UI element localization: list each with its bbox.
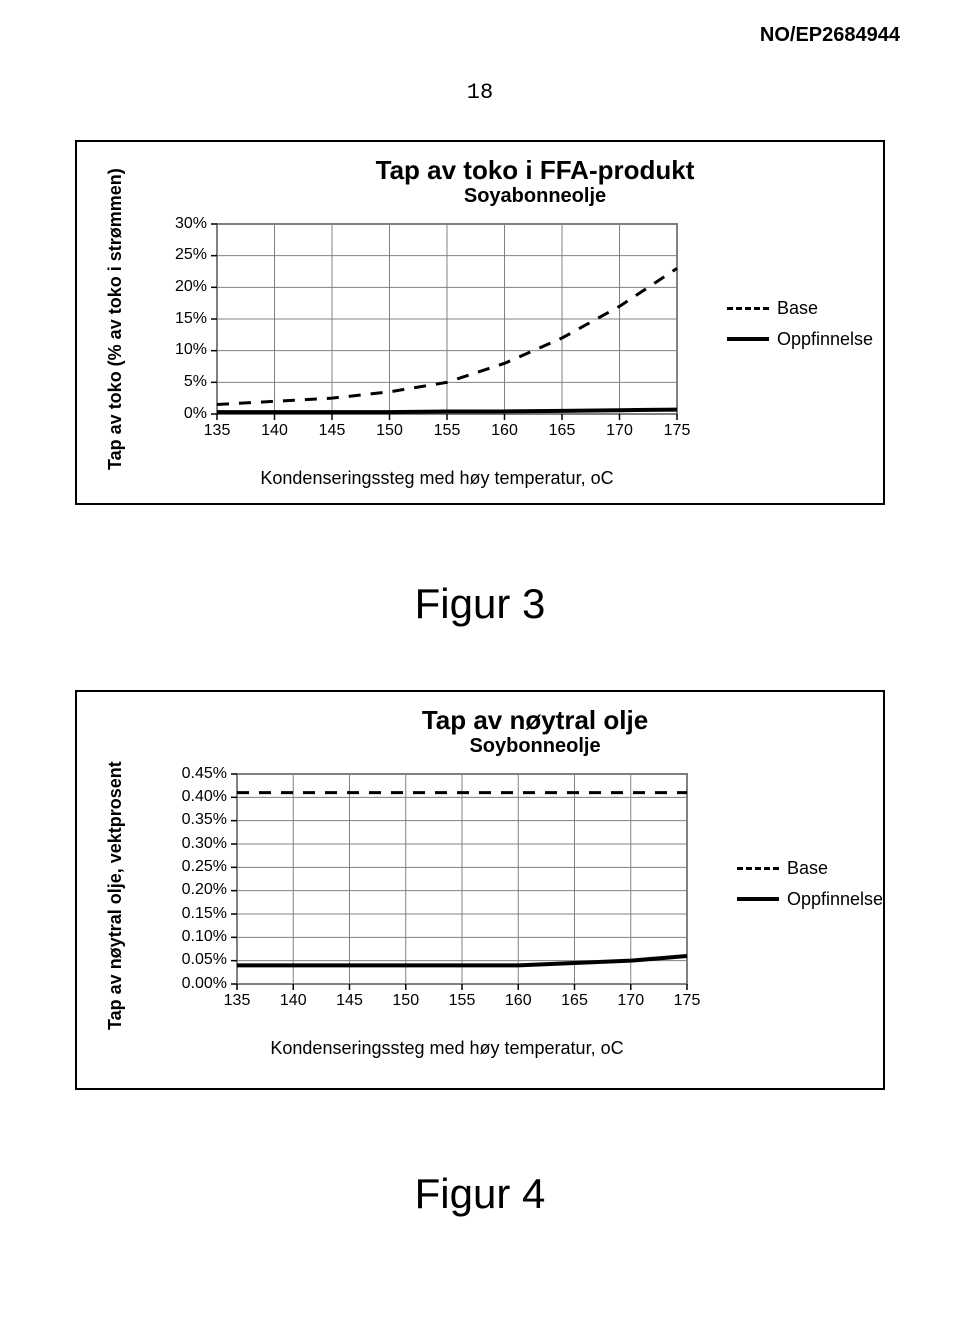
- chart1-panel: Tap av toko (% av toko i strømmen) Tap a…: [75, 140, 885, 505]
- chart2-title: Tap av nøytral olje: [207, 706, 863, 735]
- chart1-title: Tap av toko i FFA-produkt: [207, 156, 863, 185]
- legend2-oppfinnelse: Oppfinnelse: [737, 889, 883, 910]
- chart1-plot: [177, 214, 697, 444]
- chart2-panel: Tap av nøytral olje, vektprosent Tap av …: [75, 690, 885, 1090]
- chart2-legend: Base Oppfinnelse: [737, 858, 883, 920]
- legend-oppfinnelse-label: Oppfinnelse: [777, 329, 873, 350]
- chart1-xaxis-caption: Kondenseringssteg med høy temperatur, oC: [177, 468, 697, 489]
- legend2-oppfinnelse-label: Oppfinnelse: [787, 889, 883, 910]
- chart1-legend: Base Oppfinnelse: [727, 298, 873, 360]
- figure3-caption: Figur 3: [415, 580, 546, 628]
- legend2-base: Base: [737, 858, 883, 879]
- chart2-subtitle: Soybonneolje: [207, 735, 863, 758]
- chart2-xaxis-caption: Kondenseringssteg med høy temperatur, oC: [187, 1038, 707, 1059]
- chart2-yaxis-label: Tap av nøytral olje, vektprosent: [105, 761, 126, 1030]
- legend-base-swatch: [727, 307, 769, 310]
- figure4-caption: Figur 4: [415, 1170, 546, 1218]
- legend2-oppfinnelse-swatch: [737, 897, 779, 901]
- document-id: NO/EP2684944: [760, 24, 900, 47]
- legend-oppfinnelse-swatch: [727, 337, 769, 341]
- chart2-plot: [187, 764, 707, 1014]
- legend-base-label: Base: [777, 298, 818, 319]
- chart1-subtitle: Soyabonneolje: [207, 185, 863, 208]
- legend-base: Base: [727, 298, 873, 319]
- chart1-yaxis-label: Tap av toko (% av toko i strømmen): [105, 168, 126, 470]
- legend2-base-swatch: [737, 867, 779, 870]
- legend2-base-label: Base: [787, 858, 828, 879]
- page-number: 18: [467, 80, 493, 105]
- legend-oppfinnelse: Oppfinnelse: [727, 329, 873, 350]
